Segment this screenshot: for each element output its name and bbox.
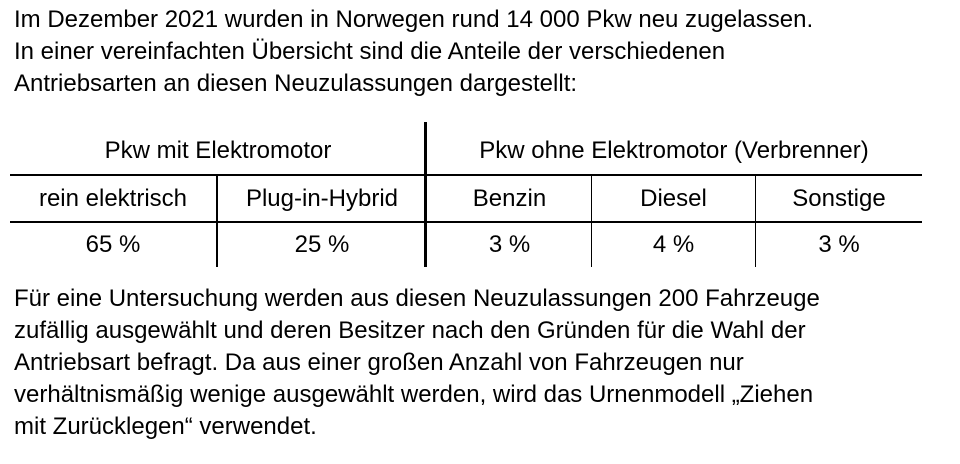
table-divider <box>591 174 592 267</box>
outro-line: Für eine Untersuchung werden aus diesen … <box>14 285 820 312</box>
group-header-electric: Pkw mit Elektromotor <box>104 137 332 164</box>
column-header-diesel: Diesel <box>640 185 707 212</box>
table-divider <box>424 122 427 267</box>
value-plug-in-hybrid: 25 % <box>294 230 350 258</box>
intro-line: Antriebsarten an diesen Neuzulassungen d… <box>14 70 578 97</box>
intro-paragraph: Im Dezember 2021 wurden in Norwegen rund… <box>14 4 954 100</box>
column-header-plug-in-hybrid: Plug-in-Hybrid <box>245 185 399 212</box>
column-header-rein-elektrisch: rein elektrisch <box>38 185 188 212</box>
outro-line: zufällig ausgewählt und deren Besitzer n… <box>14 317 806 344</box>
value-benzin: 3 % <box>488 230 531 258</box>
drive-type-share-table: Pkw mit Elektromotor Pkw ohne Elektromot… <box>10 122 922 267</box>
outro-paragraph: Für eine Untersuchung werden aus diesen … <box>14 283 954 443</box>
outro-line: Antriebsart befragt. Da aus einer großen… <box>14 349 744 376</box>
table-divider <box>10 174 922 176</box>
outro-line: verhältnismäßig wenige ausgewählt werden… <box>14 381 814 408</box>
outro-line: mit Zurücklegen“ verwendet. <box>14 413 317 440</box>
value-diesel: 4 % <box>652 230 695 258</box>
table-divider <box>755 174 756 267</box>
value-sonstige: 3 % <box>818 230 860 258</box>
group-header-combustion: Pkw ohne Elektromotor (Verbrenner) <box>479 137 869 164</box>
column-header-benzin: Benzin <box>472 185 547 212</box>
intro-line: Im Dezember 2021 wurden in Norwegen rund… <box>14 6 814 33</box>
intro-line: In einer vereinfachten Übersicht sind di… <box>14 38 726 65</box>
column-header-sonstige: Sonstige <box>792 185 886 212</box>
table-divider <box>216 174 218 267</box>
value-rein-elektrisch: 65 % <box>85 230 141 258</box>
table-divider <box>10 221 922 223</box>
